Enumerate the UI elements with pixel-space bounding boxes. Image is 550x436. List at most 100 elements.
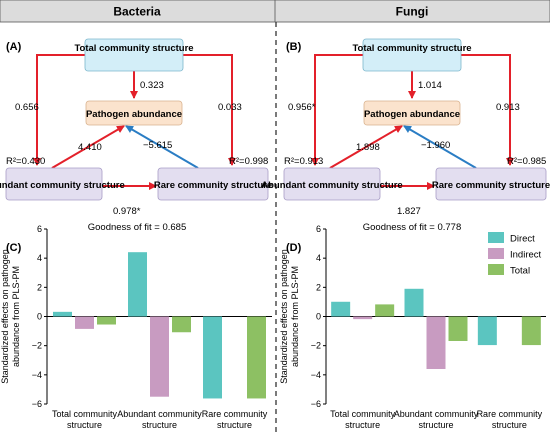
chart-c: (C)Standardized effects on pathogenabund… [0, 224, 272, 430]
arrow-total-to-rare [183, 54, 236, 166]
header-bacteria: Bacteria [113, 5, 161, 19]
bar-total [97, 316, 116, 325]
bar-total [247, 316, 266, 399]
node-pathogen-abundance [363, 100, 461, 126]
y-tick-label: −2 [32, 341, 42, 351]
r2-abundant: R²=0.430 [6, 156, 45, 167]
node-rare-label: Rare community structure [154, 180, 272, 191]
node-total-label: Total community structure [352, 43, 471, 54]
svg-text:Total community structure: Total community structure [74, 43, 193, 54]
legend-swatch-indirect [488, 248, 504, 259]
node-abundant-label: Abundant community structure [0, 180, 125, 191]
node-pathogen-abundance [85, 100, 183, 126]
category-label: Total community structure [330, 409, 396, 430]
bar-direct [477, 316, 497, 346]
r2-rare: R²=0.985 [507, 156, 546, 167]
bar-direct [203, 316, 222, 399]
node-total-label: Total community structure [74, 43, 193, 54]
node-rare-label: Rare community structure [432, 180, 550, 191]
header-bar: Bacteria Fungi [0, 0, 550, 23]
goodness-of-fit: Goodness of fit = 0.778 [363, 222, 462, 233]
arrow-total-to-abundant [311, 54, 363, 166]
path-abundant-pathogen: 1.898 [356, 142, 380, 153]
diagram-b: (B) Total community structure Pathogen a… [261, 38, 550, 233]
category-label: Rare community structure [477, 409, 543, 430]
bar-total [448, 316, 468, 341]
bar-total [521, 316, 541, 346]
bar-direct [128, 252, 147, 317]
y-tick-label: −4 [32, 370, 42, 380]
path-total-rare: 0.913 [496, 102, 520, 113]
path-total-pathogen: 0.323 [140, 80, 164, 91]
arrow-rare-to-pathogen [403, 125, 477, 169]
bar-indirect [150, 316, 169, 397]
y-tick-label: −6 [32, 399, 42, 409]
goodness-of-fit: Goodness of fit = 0.685 [88, 222, 187, 233]
y-axis-label: Standardized effects on pathogenabundanc… [0, 249, 21, 383]
category-label: Abundant community structure [394, 409, 479, 430]
bar-direct [53, 311, 72, 317]
bar-direct [331, 301, 351, 317]
bar-indirect [426, 316, 446, 369]
path-abundant-rare: 1.827 [397, 206, 421, 217]
y-tick-label: 0 [316, 312, 321, 322]
path-rare-pathogen: −1.960 [421, 140, 450, 151]
r2-abundant: R²=0.913 [284, 156, 323, 167]
svg-text:Total community structure: Total community structure [352, 43, 471, 54]
panel-label-a: (A) [6, 41, 22, 53]
diagram-a: (A) Total community structure Pathogen a… [0, 38, 272, 233]
path-total-abundant: 0.656 [15, 102, 39, 113]
path-total-abundant: 0.956* [288, 102, 316, 113]
node-rare-community [435, 167, 547, 201]
path-abundant-pathogen: 4.410 [78, 142, 102, 153]
bar-indirect [353, 316, 373, 320]
y-tick-label: −4 [311, 370, 321, 380]
node-pathogen-label: Pathogen abundance [86, 109, 182, 120]
arrow-total-to-rare [461, 54, 514, 166]
path-rare-pathogen: −5.615 [143, 140, 172, 151]
node-total-community [362, 38, 462, 72]
legend-swatch-total [488, 264, 504, 275]
arrow-total-to-abundant [33, 54, 85, 166]
y-tick-label: −2 [311, 341, 321, 351]
y-axis-label: Standardized effects on pathogenabundanc… [279, 249, 300, 383]
y-tick-label: 4 [37, 253, 42, 263]
chart-d: (D)Standardized effects on pathogenabund… [279, 224, 546, 430]
legend-label-direct: Direct [510, 234, 535, 245]
legend-swatch-direct [488, 232, 504, 243]
arrow-abundant-to-pathogen [51, 125, 125, 169]
y-tick-label: 4 [316, 253, 321, 263]
node-pathogen-label: Pathogen abundance [364, 109, 460, 120]
panel-label: (C) [6, 242, 22, 254]
bar-indirect [75, 316, 94, 329]
node-abundant-community [5, 167, 103, 201]
path-total-pathogen: 1.014 [418, 80, 442, 91]
y-tick-label: 2 [316, 282, 321, 292]
panel-label: (D) [286, 242, 302, 254]
y-tick-label: 0 [37, 312, 42, 322]
r2-rare: R²=0.998 [229, 156, 268, 167]
bar-direct [404, 288, 424, 317]
node-total-community [84, 38, 184, 72]
category-label: Rare community structure [202, 409, 268, 430]
y-tick-label: −6 [311, 399, 321, 409]
node-abundant-community [283, 167, 381, 201]
arrow-abundant-to-pathogen [329, 125, 403, 169]
arrow-rare-to-pathogen [125, 125, 199, 169]
legend-label-indirect: Indirect [510, 250, 542, 261]
y-tick-label: 6 [37, 224, 42, 234]
bar-total [172, 316, 191, 333]
header-fungi: Fungi [396, 5, 429, 19]
path-total-rare: 0.033 [218, 102, 242, 113]
node-rare-community [157, 167, 269, 201]
y-tick-label: 2 [37, 282, 42, 292]
category-label: Total community structure [52, 409, 118, 430]
category-label: Abundant community structure [117, 409, 202, 430]
y-tick-label: 6 [316, 224, 321, 234]
bar-total [375, 304, 395, 317]
legend-label-total: Total [510, 266, 530, 277]
panel-label-b: (B) [286, 41, 302, 53]
node-abundant-label: Abundant community structure [261, 180, 402, 191]
path-abundant-rare: 0.978* [113, 206, 141, 217]
